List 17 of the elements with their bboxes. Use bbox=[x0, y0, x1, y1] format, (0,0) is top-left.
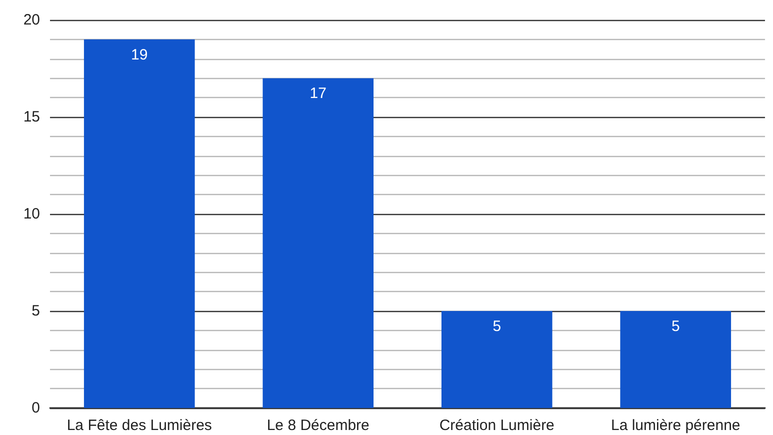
data-label: 5 bbox=[492, 318, 502, 335]
bar bbox=[262, 78, 374, 408]
data-label: 5 bbox=[671, 318, 680, 335]
bar bbox=[84, 39, 195, 408]
x-tick-label: Le 8 Décembre bbox=[266, 417, 370, 434]
bar bbox=[441, 311, 552, 408]
data-label: 17 bbox=[310, 85, 326, 102]
x-tick-label: La Fête des Lumières bbox=[66, 417, 212, 434]
x-tick-label: Création Lumière bbox=[439, 417, 554, 434]
y-tick-label: 5 bbox=[32, 302, 40, 320]
y-tick-label: 10 bbox=[23, 206, 40, 222]
bar bbox=[620, 311, 732, 408]
x-tick-label: La lumière pérenne bbox=[610, 417, 740, 434]
data-label: 19 bbox=[131, 46, 148, 64]
y-tick-label: 15 bbox=[23, 108, 40, 126]
y-tick-label: 20 bbox=[23, 12, 40, 28]
y-tick-label: 0 bbox=[32, 400, 40, 416]
